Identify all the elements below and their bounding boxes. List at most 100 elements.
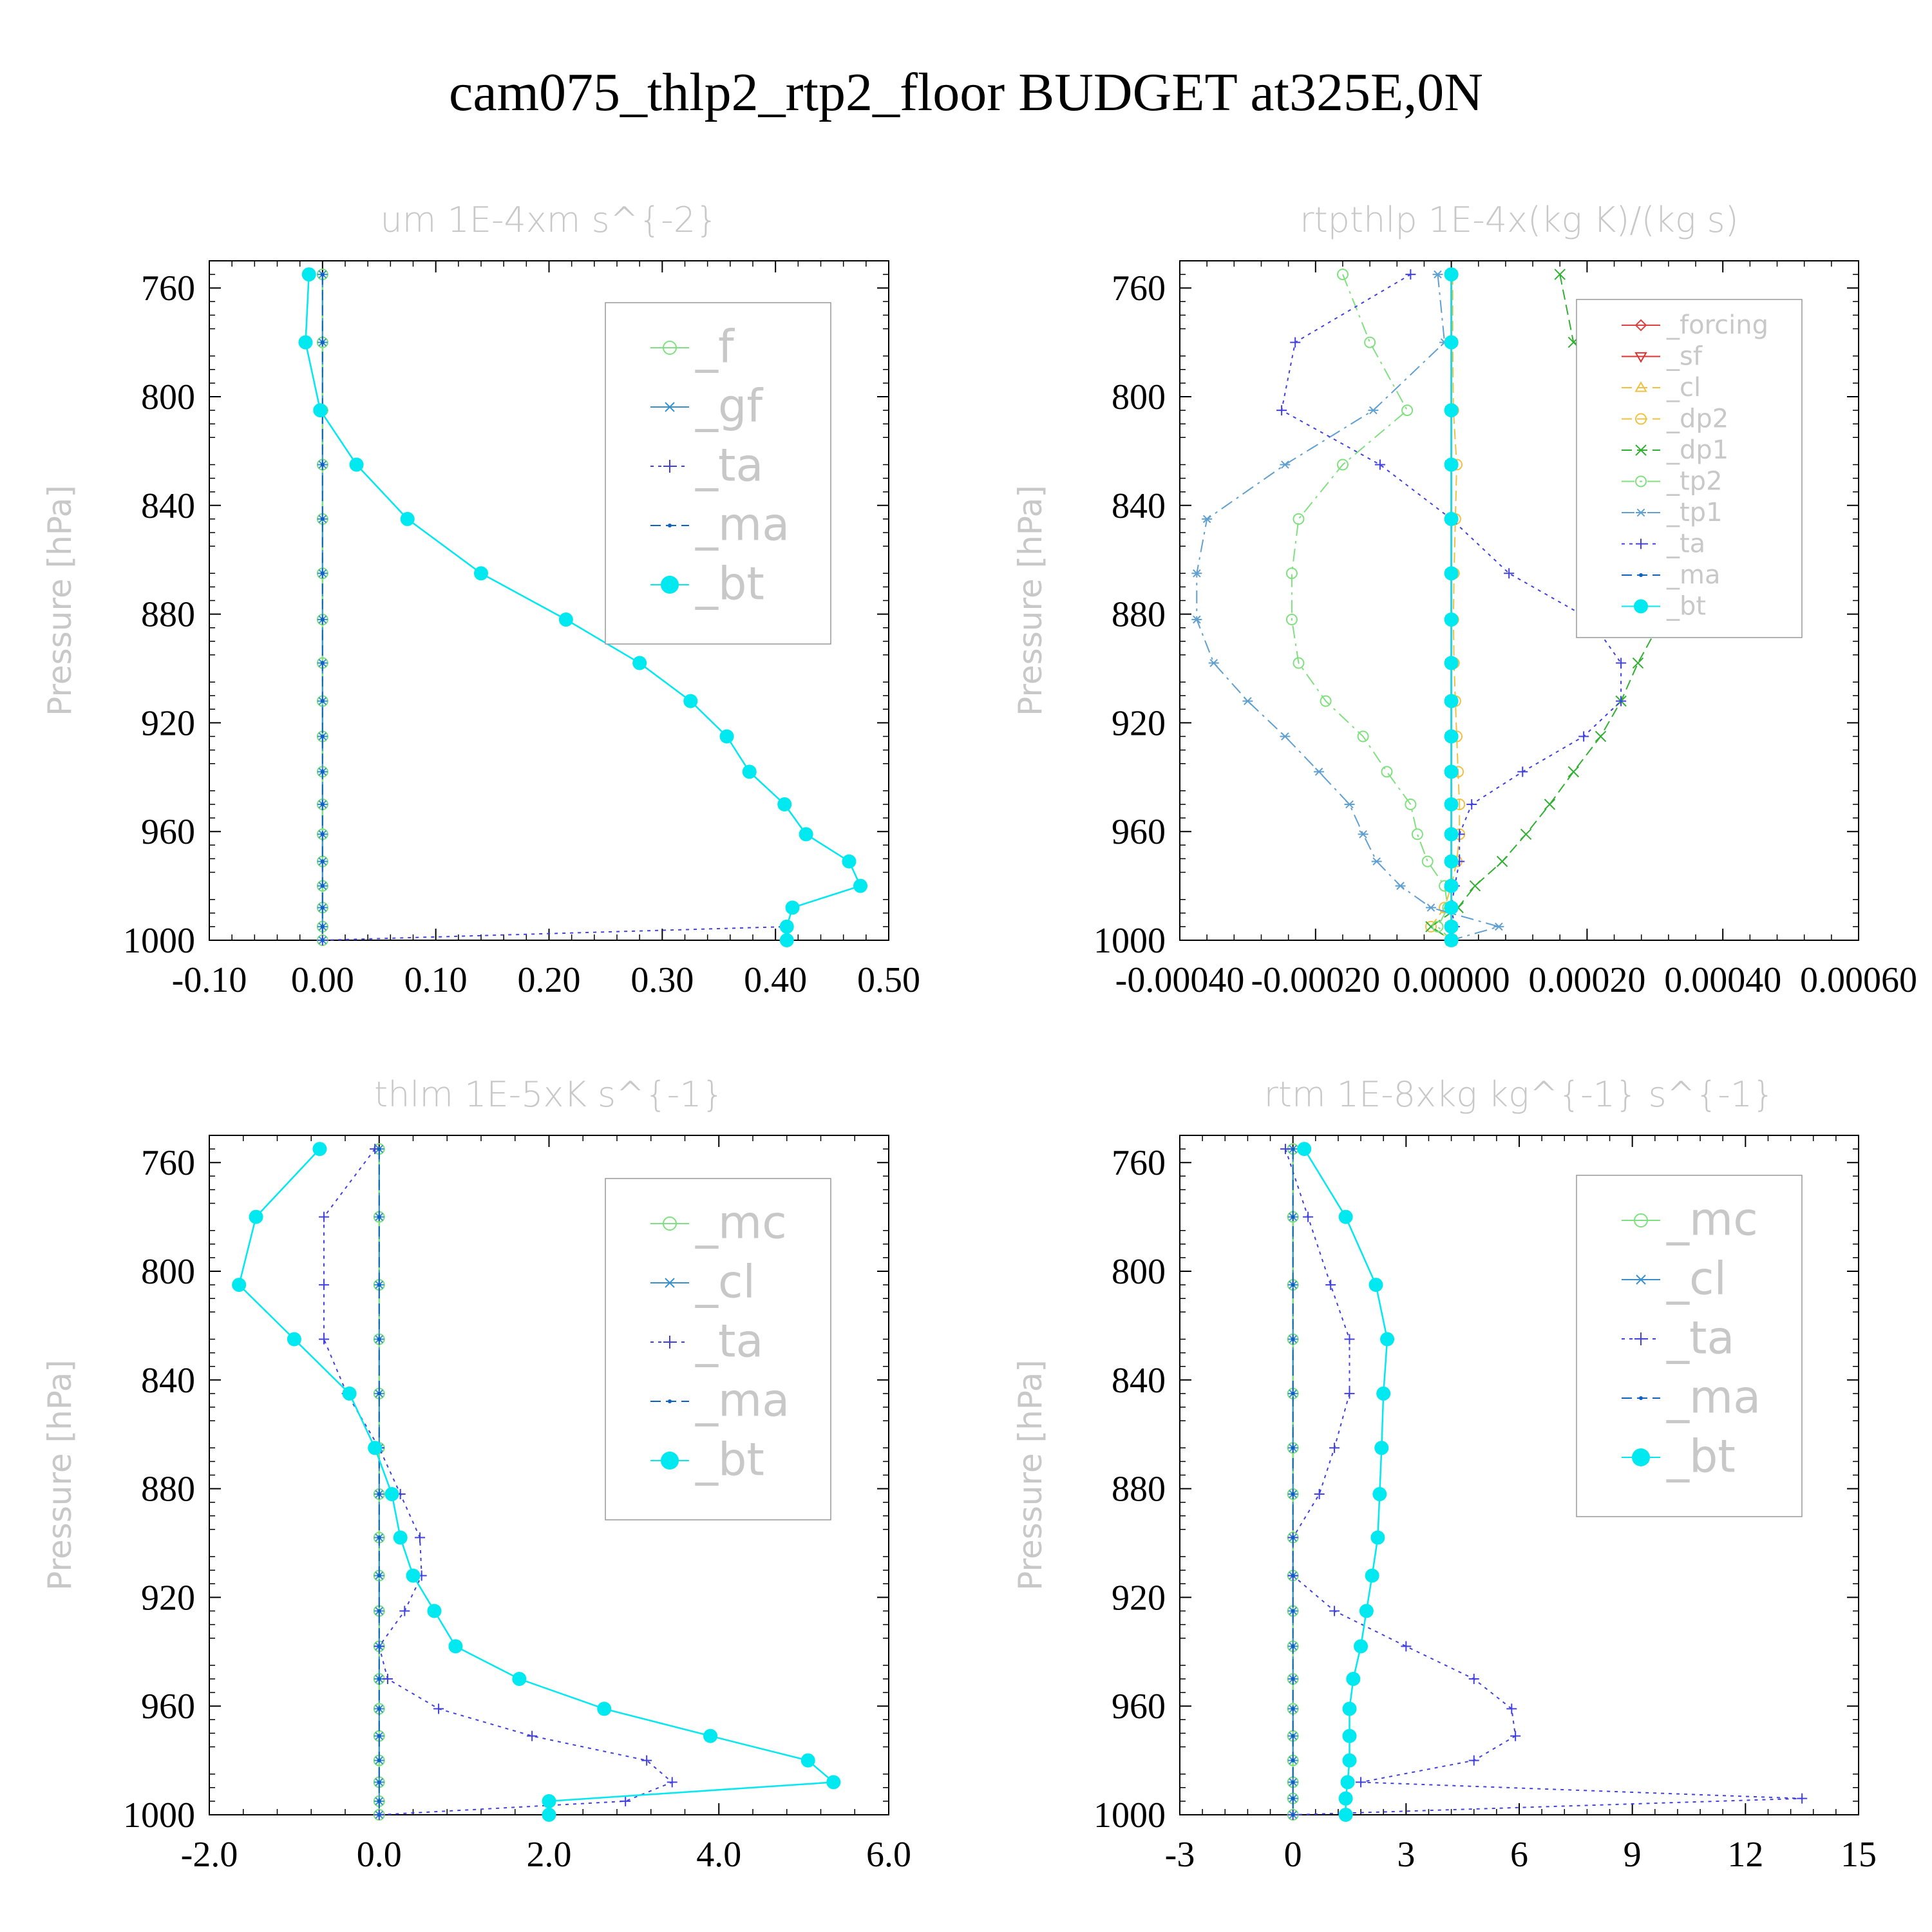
data-point <box>399 1605 410 1616</box>
data-point <box>1285 614 1298 626</box>
data-point <box>1293 513 1305 525</box>
data-point <box>1342 1753 1357 1768</box>
data-point <box>1314 1489 1325 1500</box>
data-point <box>1554 269 1566 280</box>
data-point <box>349 457 364 472</box>
y-tick-label: 880 <box>1112 1470 1166 1510</box>
data-point <box>667 1777 677 1788</box>
data-point <box>1380 1332 1395 1347</box>
data-point <box>1191 615 1202 624</box>
x-tick-label: 0.20 <box>518 960 581 1000</box>
data-point <box>1444 457 1459 472</box>
y-tick-label: 840 <box>1112 486 1166 526</box>
data-point <box>1444 729 1459 744</box>
data-point <box>632 656 647 670</box>
legend-item: _gf <box>650 379 763 432</box>
series-line <box>305 274 862 940</box>
legend-marker <box>1635 475 1647 488</box>
data-point <box>1291 1707 1295 1711</box>
data-point <box>313 403 328 418</box>
data-point <box>1411 828 1423 840</box>
x-tick-label: 0.30 <box>630 960 694 1000</box>
data-point <box>719 729 734 744</box>
panel-um: um 1E-4xm s^{-2} Pressure [hPa] 760 800 840 8… <box>41 200 920 1000</box>
panel-title: um 1E-4xm s^{-2} <box>381 200 718 240</box>
data-point <box>742 764 757 779</box>
series-bt <box>1444 267 1459 947</box>
data-point <box>377 1734 381 1738</box>
legend-label: _gf <box>695 379 763 432</box>
data-point <box>1291 1758 1295 1763</box>
series-line <box>1303 1148 1388 1815</box>
legend-label: _ta <box>695 439 763 491</box>
data-point <box>377 1337 381 1341</box>
data-point <box>1340 1775 1355 1790</box>
data-point <box>312 1142 327 1157</box>
legend-item: _bt <box>1622 1430 1736 1482</box>
series-bt <box>1297 1142 1395 1822</box>
data-point <box>448 1639 463 1654</box>
legend-label: _ma <box>1666 560 1720 590</box>
data-point <box>342 1386 357 1401</box>
data-point <box>1444 566 1459 581</box>
y-tick-label: 920 <box>1112 1578 1166 1618</box>
legend-marker <box>668 524 672 527</box>
legend-label: _ta <box>1666 1311 1734 1364</box>
series-line <box>1430 274 1461 941</box>
data-point <box>1468 1755 1479 1766</box>
legend-item: _forcing <box>1622 310 1768 340</box>
legend-marker <box>1639 573 1643 577</box>
legend-marker <box>663 460 676 473</box>
y-tick-label: 880 <box>141 1470 195 1510</box>
data-point <box>683 694 698 708</box>
data-point <box>377 1573 381 1578</box>
data-point <box>1504 568 1515 579</box>
data-point <box>1466 799 1477 810</box>
y-tick-label: 880 <box>1112 595 1166 635</box>
legend-item: _dp1 <box>1622 435 1728 465</box>
legend-marker <box>661 576 679 594</box>
data-point <box>377 1147 381 1151</box>
y-tick-label: 1000 <box>123 1795 195 1835</box>
legend-marker <box>1636 538 1646 549</box>
data-point <box>1291 1147 1295 1151</box>
data-point <box>1616 696 1627 706</box>
y-tick-label: 800 <box>1112 377 1166 417</box>
figure-title: cam075_thlp2_rtp2_floor BUDGET at325E,0N <box>449 62 1483 122</box>
data-point <box>1368 406 1379 415</box>
data-point <box>542 1808 556 1822</box>
series-tp1 <box>1191 270 1504 945</box>
data-point <box>1358 830 1368 838</box>
legend-label: _f <box>695 320 735 373</box>
series-tp2 <box>1285 269 1457 946</box>
legend-marker <box>1635 444 1647 456</box>
data-point <box>1444 797 1459 811</box>
data-point <box>1370 1530 1385 1545</box>
series-bt <box>298 267 868 947</box>
data-point <box>1291 1446 1295 1450</box>
data-point <box>779 933 794 947</box>
data-point <box>377 1780 381 1785</box>
legend-label: _bt <box>695 557 764 610</box>
data-point <box>1616 658 1627 668</box>
data-point <box>377 1799 381 1803</box>
data-point <box>319 1280 330 1291</box>
data-point <box>1344 800 1355 809</box>
x-tick-label: 0.10 <box>404 960 468 1000</box>
data-point <box>427 1604 442 1618</box>
x-tick-label: -0.00040 <box>1115 960 1245 1000</box>
x-tick-label: 0.00 <box>291 960 354 1000</box>
legend-label: _dp2 <box>1666 404 1728 433</box>
data-point <box>1401 1641 1412 1652</box>
data-point <box>1374 459 1385 470</box>
series-dp2 <box>1425 269 1466 946</box>
y-tick-label: 960 <box>1112 1687 1166 1727</box>
data-point <box>320 924 325 929</box>
data-point <box>1191 569 1202 578</box>
data-point <box>301 267 316 282</box>
y-tick-label: 1000 <box>1094 1795 1166 1835</box>
data-point <box>842 854 857 869</box>
data-point <box>1364 336 1376 348</box>
data-point <box>1468 1674 1479 1684</box>
